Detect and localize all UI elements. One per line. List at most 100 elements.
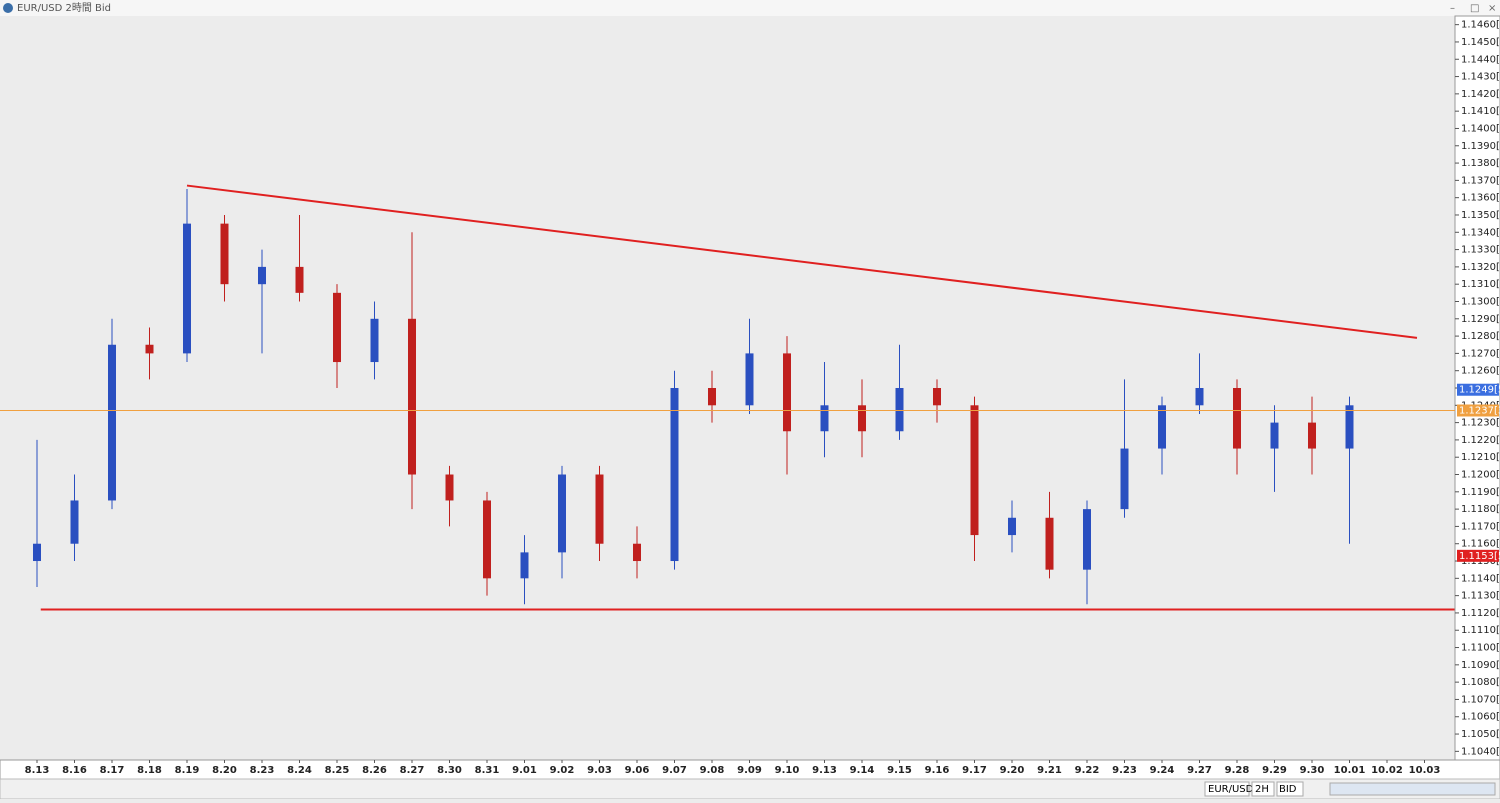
x-tick-label: 9.10: [775, 765, 800, 776]
candle-body: [595, 474, 604, 544]
x-tick-label: 9.13: [812, 765, 837, 776]
y-tick-label: 1.1320[0: [1461, 262, 1500, 273]
candle-body: [408, 318, 416, 475]
x-tick-label: 8.23: [250, 765, 275, 776]
candle-body: [558, 474, 566, 553]
symbol-select[interactable]: [1204, 781, 1250, 797]
candle-body: [933, 388, 941, 406]
x-tick-label: 9.27: [1187, 765, 1212, 776]
x-tick-label: 8.16: [62, 765, 87, 776]
y-tick-label: 1.1130[0: [1461, 591, 1500, 602]
minimize-button[interactable]: –: [1450, 3, 1455, 14]
x-tick-label: 8.17: [100, 765, 125, 776]
y-tick-label: 1.1190[0: [1461, 487, 1500, 498]
y-tick-label: 1.1380[0: [1461, 158, 1500, 169]
candle-body: [1233, 388, 1241, 449]
x-tick-label: 8.19: [175, 765, 200, 776]
x-tick-label: 8.31: [475, 765, 500, 776]
candle-body: [1195, 388, 1204, 406]
x-tick-label: 8.20: [212, 765, 237, 776]
y-tick-label: 1.1430[0: [1461, 72, 1500, 83]
y-tick-label: 1.1330[0: [1461, 245, 1500, 256]
candle-body: [445, 474, 454, 501]
y-tick-label: 1.1160[0: [1461, 539, 1500, 550]
candle-body: [858, 405, 866, 432]
x-tick-label: 9.09: [737, 765, 762, 776]
period-select-text[interactable]: 2H: [1255, 784, 1269, 795]
y-tick-label: 1.1280[0: [1461, 331, 1500, 342]
y-tick-label: 1.1180[0: [1461, 504, 1500, 515]
maximize-button[interactable]: □: [1470, 3, 1479, 14]
candle-body: [895, 388, 904, 432]
y-tick-label: 1.1090[0: [1461, 660, 1500, 671]
x-tick-label: 8.18: [137, 765, 162, 776]
close-button[interactable]: ×: [1488, 3, 1496, 14]
x-tick-label: 9.08: [700, 765, 725, 776]
x-tick-label: 9.06: [625, 765, 650, 776]
y-tick-label: 1.1400[0: [1461, 123, 1500, 134]
candle-body: [145, 344, 154, 354]
y-tick-label: 1.1230[0: [1461, 418, 1500, 429]
x-tick-label: 9.07: [662, 765, 687, 776]
candle-body: [483, 500, 491, 579]
side-select-text[interactable]: BID: [1279, 784, 1297, 795]
candle-body: [745, 353, 754, 406]
y-tick-label: 1.1080[0: [1461, 677, 1500, 688]
candle-body: [820, 405, 829, 432]
y-tick-label: 1.1060[0: [1461, 712, 1500, 723]
candle-body: [520, 552, 529, 579]
candle-body: [633, 543, 641, 562]
y-tick-label: 1.1350[0: [1461, 210, 1500, 221]
x-tick-label: 8.30: [437, 765, 462, 776]
x-tick-label: 10.03: [1409, 765, 1441, 776]
x-tick-label: 9.23: [1112, 765, 1137, 776]
y-tick-label: 1.1310[0: [1461, 279, 1500, 290]
y-tick-label: 1.1360[0: [1461, 193, 1500, 204]
window-title: EUR/USD 2時間 Bid: [17, 2, 111, 14]
price-tag: [1457, 383, 1499, 396]
x-tick-label: 9.03: [587, 765, 612, 776]
price-tag-label: 1.1153[5]: [1459, 551, 1500, 562]
candle-body: [333, 292, 341, 363]
candle-body: [33, 543, 41, 562]
x-tick-label: 9.15: [887, 765, 912, 776]
x-tick-label: 9.28: [1225, 765, 1250, 776]
x-tick-label: 9.16: [925, 765, 950, 776]
y-tick-label: 1.1270[0: [1461, 348, 1500, 359]
y-tick-label: 1.1290[0: [1461, 314, 1500, 325]
tool-buttons[interactable]: [1329, 782, 1496, 796]
y-tick-label: 1.1050[0: [1461, 729, 1500, 740]
y-tick-label: 1.1410[0: [1461, 106, 1500, 117]
y-tick-label: 1.1210[0: [1461, 452, 1500, 463]
trendline: [186, 184, 1418, 339]
symbol-select-text[interactable]: EUR/USD: [1208, 784, 1254, 795]
y-tick-label: 1.1100[0: [1461, 643, 1500, 654]
candle-body: [1008, 517, 1016, 536]
y-tick-label: 1.1200[0: [1461, 470, 1500, 481]
candle-body: [1120, 448, 1129, 510]
y-tick-label: 1.1300[0: [1461, 296, 1500, 307]
y-tick-label: 1.1070[0: [1461, 694, 1500, 705]
side-select[interactable]: [1276, 781, 1304, 797]
x-tick-label: 9.30: [1300, 765, 1325, 776]
candle-body: [258, 266, 266, 285]
candle-body: [783, 353, 791, 432]
y-tick-label: 1.1110[0: [1461, 625, 1500, 636]
x-tick-label: 9.24: [1150, 765, 1175, 776]
candle-body: [1345, 405, 1354, 449]
period-select[interactable]: [1251, 781, 1275, 797]
y-tick-label: 1.1220[0: [1461, 435, 1500, 446]
x-tick-label: 9.02: [550, 765, 575, 776]
x-tick-label: 8.24: [287, 765, 312, 776]
app-icon: [3, 3, 13, 13]
x-tick-label: 9.22: [1075, 765, 1100, 776]
x-tick-label: 8.13: [25, 765, 50, 776]
candle-body: [1308, 422, 1316, 449]
candle-body: [1270, 422, 1279, 449]
y-tick-label: 1.1420[0: [1461, 89, 1500, 100]
y-tick-label: 1.1440[0: [1461, 54, 1500, 65]
price-tag: [1457, 404, 1499, 417]
x-tick-label: 9.29: [1262, 765, 1287, 776]
candle-body: [708, 388, 716, 406]
candle-body: [220, 223, 229, 285]
